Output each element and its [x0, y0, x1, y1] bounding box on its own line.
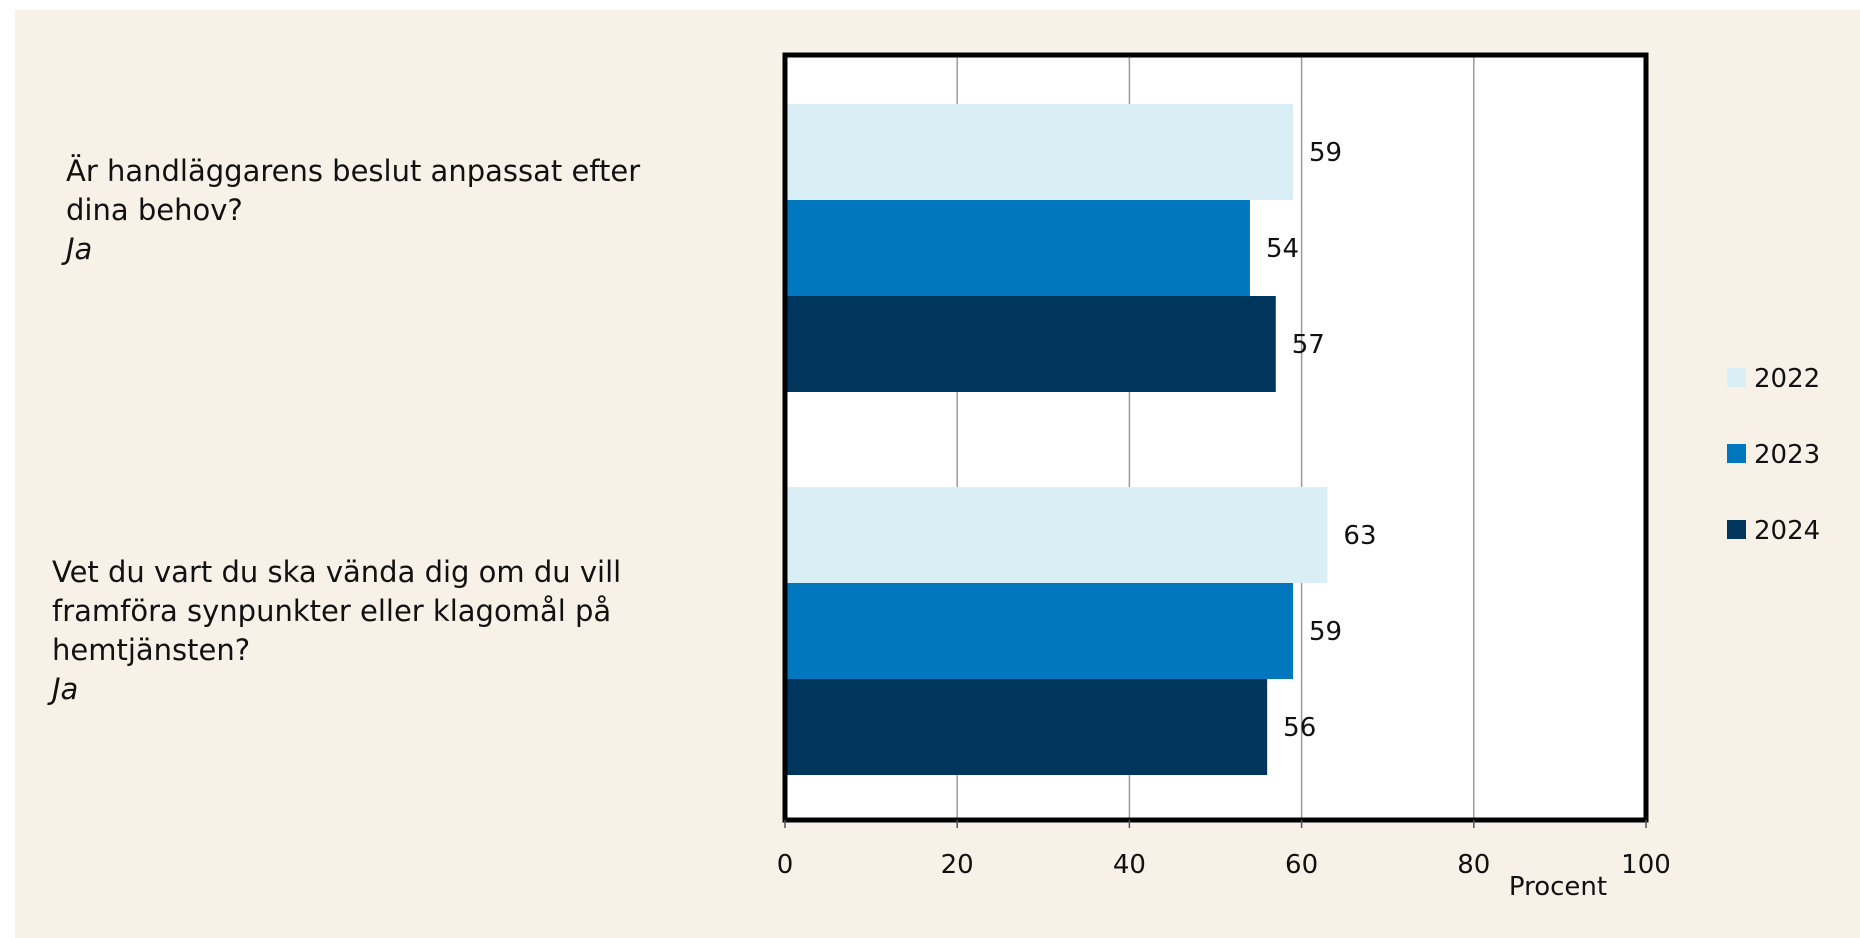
legend-label-2024: 2024 — [1754, 516, 1820, 546]
data-label-2022-category-1: 59 — [1309, 138, 1342, 168]
bar-2023-category-2 — [785, 583, 1293, 679]
data-label-2024-category-1: 57 — [1292, 330, 1325, 360]
category-answer-1: Ja — [66, 232, 93, 266]
category-question-1: Är handläggarens beslut anpassat efter d… — [66, 154, 641, 227]
data-label-2023-category-1: 54 — [1266, 234, 1299, 264]
x-tick-label-60: 60 — [1285, 850, 1318, 880]
bar-2022-category-1 — [785, 104, 1293, 200]
x-tick-label-40: 40 — [1113, 850, 1146, 880]
category-label-1: Är handläggarens beslut anpassat efter d… — [66, 152, 706, 269]
category-label-2: Vet du vart du ska vända dig om du vill … — [52, 553, 692, 709]
data-label-2024-category-2: 56 — [1283, 713, 1316, 743]
data-label-2022-category-2: 63 — [1343, 521, 1376, 551]
legend-swatch-2024 — [1727, 520, 1746, 539]
legend-label-2022: 2022 — [1754, 364, 1820, 394]
x-tick-label-20: 20 — [941, 850, 974, 880]
bar-2024-category-2 — [785, 679, 1268, 775]
x-tick-label-0: 0 — [777, 850, 794, 880]
legend-swatch-2023 — [1727, 444, 1746, 463]
x-tick-label-80: 80 — [1457, 850, 1490, 880]
category-question-2: Vet du vart du ska vända dig om du vill … — [52, 555, 622, 667]
legend-swatch-2022 — [1727, 368, 1746, 387]
legend-label-2023: 2023 — [1754, 440, 1820, 470]
x-axis-title: Procent — [1509, 872, 1607, 902]
data-label-2023-category-2: 59 — [1309, 617, 1342, 647]
bar-2024-category-1 — [785, 296, 1276, 392]
bar-2022-category-2 — [785, 487, 1328, 583]
x-tick-label-100: 100 — [1621, 850, 1671, 880]
bar-2023-category-1 — [785, 200, 1250, 296]
category-answer-2: Ja — [52, 672, 79, 706]
